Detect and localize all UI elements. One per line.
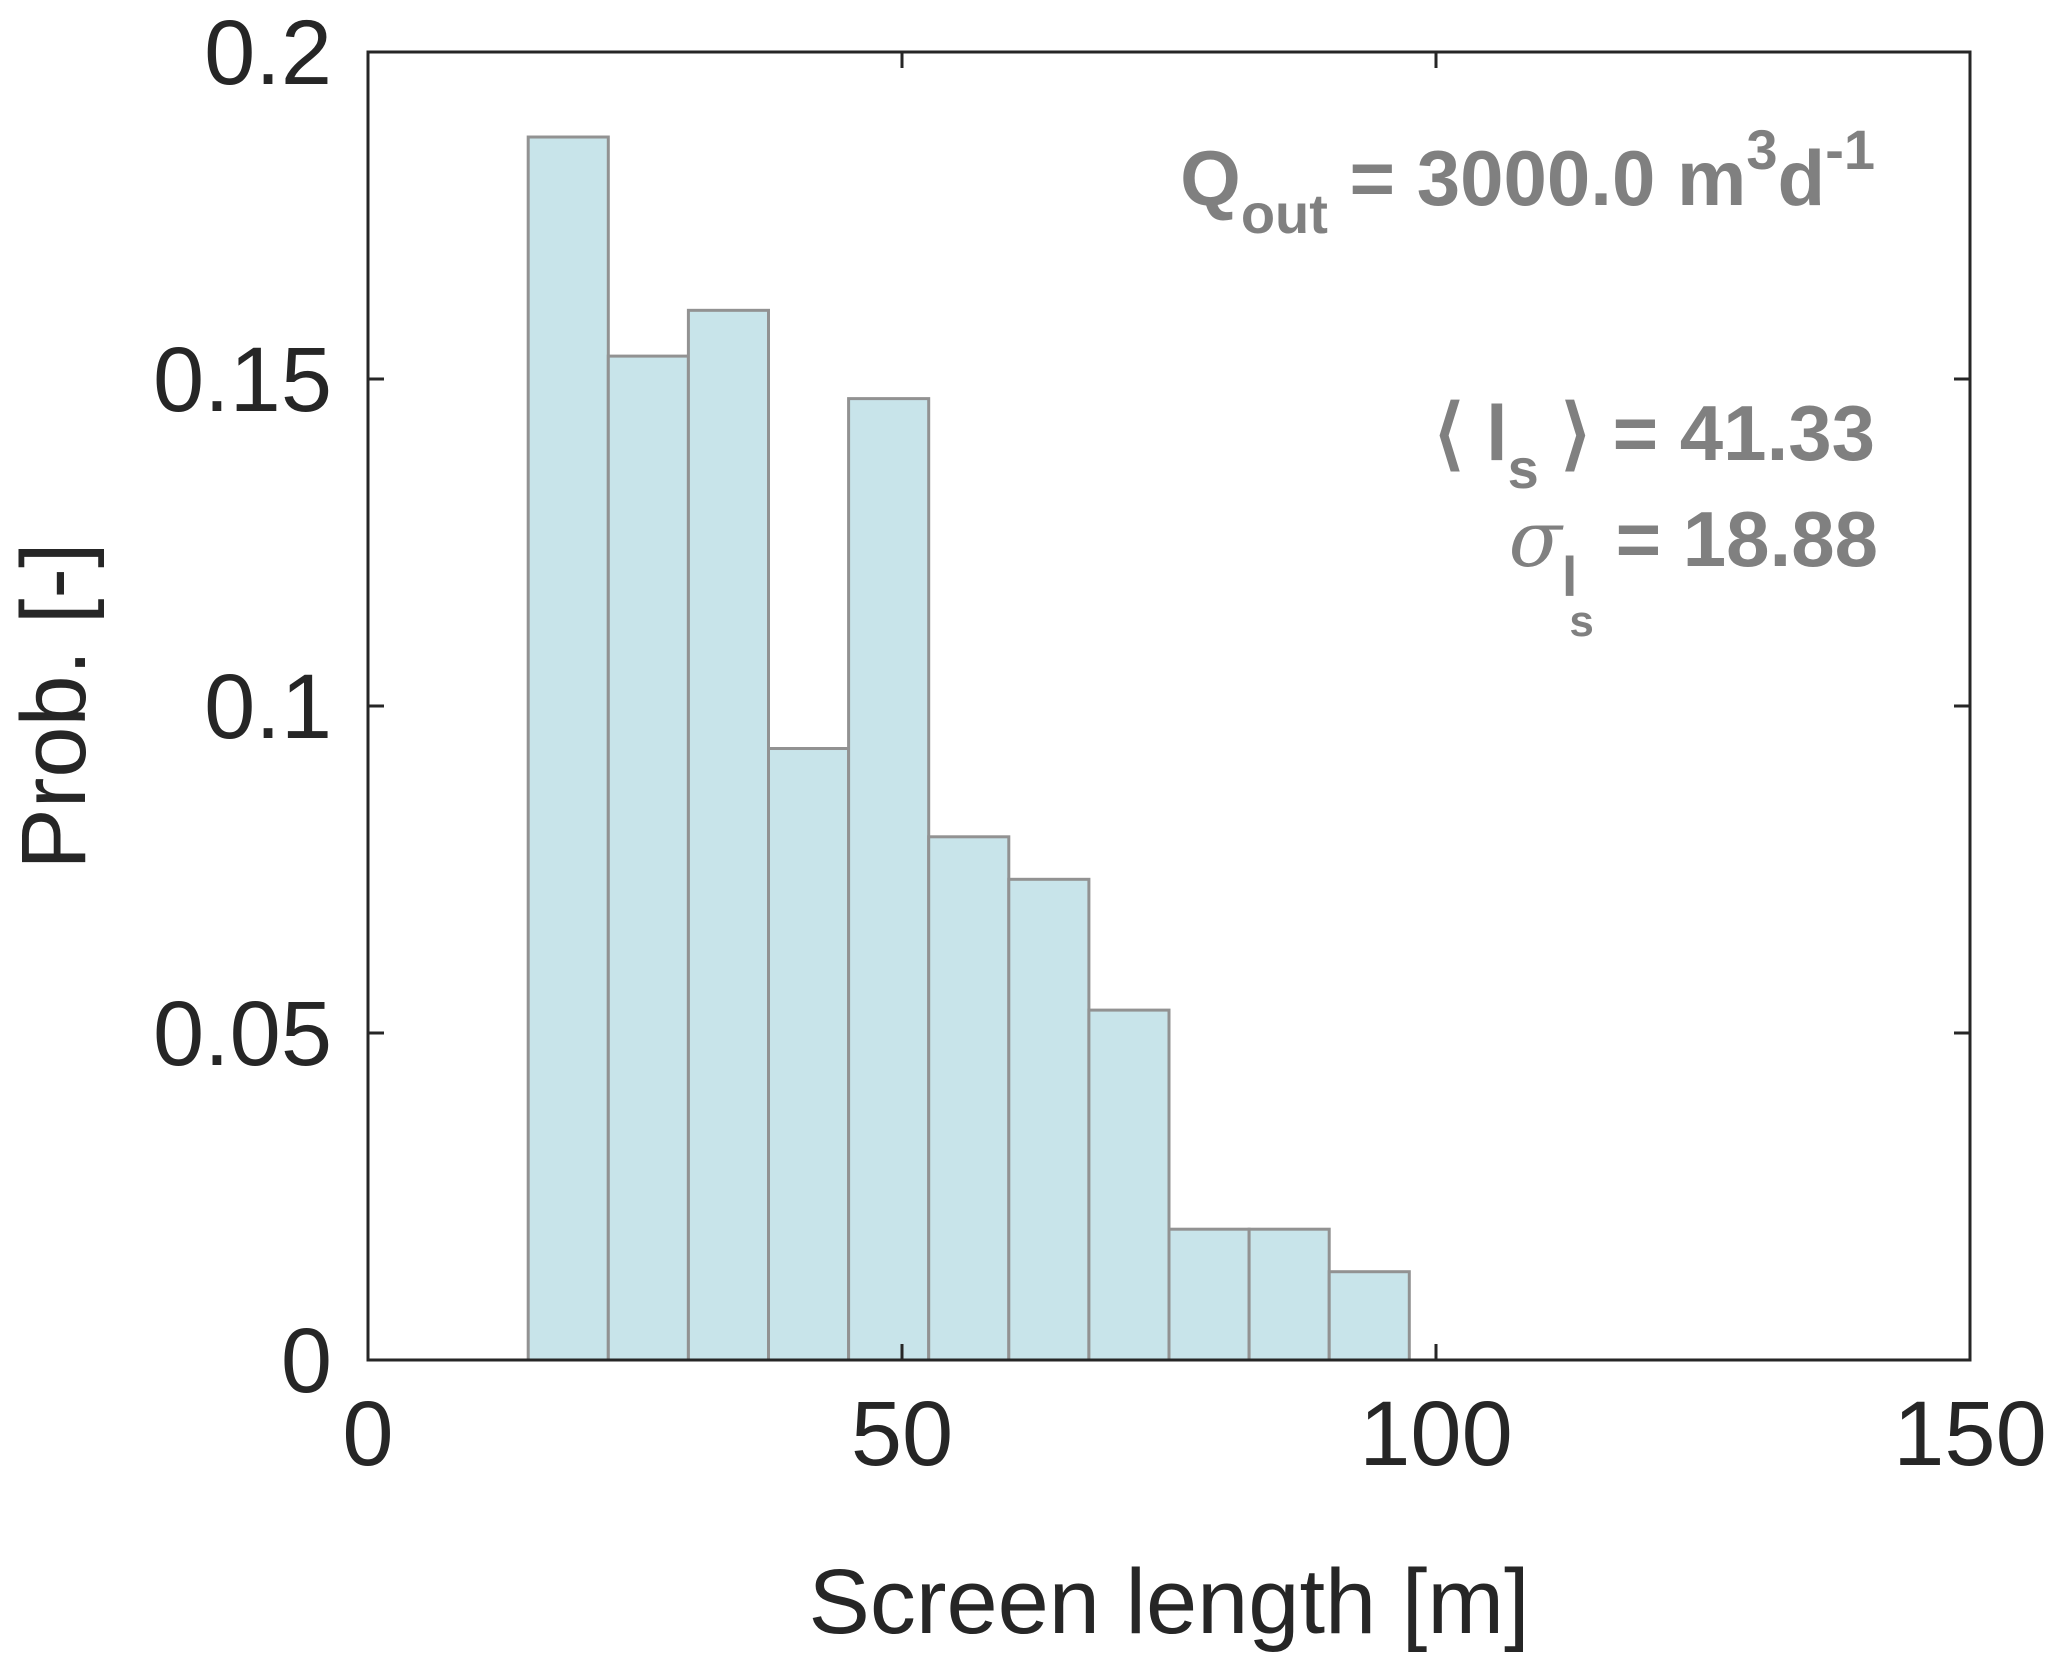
histogram-bar xyxy=(767,747,851,1362)
histogram-bar xyxy=(526,135,610,1362)
x-tick-label: 150 xyxy=(1893,1383,2047,1485)
mean-annotation: ⟨ ls ⟩ = 41.33 xyxy=(1434,389,1875,500)
y-tick-label: 0 xyxy=(281,1310,332,1412)
ticks-group xyxy=(366,50,1972,1362)
histogram-bar xyxy=(927,835,1011,1362)
x-tick-label: 50 xyxy=(851,1383,953,1485)
std-value: = 18.88 xyxy=(1594,495,1878,583)
x-tick-label: 100 xyxy=(1359,1383,1513,1485)
y-axis-label: Prob. [-] xyxy=(3,542,105,869)
q-middle-2: d xyxy=(1778,134,1826,222)
q-out-annotation: Qout = 3000.0 m3d-1 xyxy=(1180,118,1875,245)
histogram-bar xyxy=(1167,1227,1251,1362)
histogram-bar xyxy=(606,354,690,1362)
sigma-symbol: σ xyxy=(1509,495,1564,585)
std-subscript-s: s xyxy=(1569,597,1593,646)
q-superscript-2: -1 xyxy=(1825,118,1875,181)
q-superscript-1: 3 xyxy=(1746,118,1777,181)
mean-subscript: s xyxy=(1508,437,1539,500)
x-axis-label: Screen length [m] xyxy=(808,1551,1529,1653)
histogram-bar xyxy=(1327,1270,1411,1362)
q-subscript: out xyxy=(1241,182,1328,245)
y-tick-label: 0.1 xyxy=(204,656,332,758)
histogram-bar xyxy=(1247,1227,1331,1362)
q-middle: = 3000.0 m xyxy=(1328,134,1747,222)
std-annotation: σl s = 18.88 xyxy=(1509,495,1878,646)
q-prefix: Q xyxy=(1180,134,1241,222)
histogram-bar xyxy=(1087,1008,1171,1362)
histogram-bar xyxy=(686,308,771,1362)
y-tick-label: 0.15 xyxy=(153,329,332,431)
mean-open: ⟨ l xyxy=(1434,389,1508,477)
histogram-bar xyxy=(847,397,931,1362)
bars-group xyxy=(526,135,1411,1362)
x-tick-label: 0 xyxy=(342,1383,393,1485)
y-tick-label: 0.05 xyxy=(153,983,332,1085)
std-subscript-l: l xyxy=(1562,545,1578,608)
tick-labels-group: 0 50 100 150 0 0.05 0.1 0.15 0.2 xyxy=(153,2,2047,1485)
y-tick-label: 0.2 xyxy=(204,2,332,104)
mean-close: ⟩ = 41.33 xyxy=(1539,389,1875,477)
histogram-bar xyxy=(1007,877,1091,1362)
